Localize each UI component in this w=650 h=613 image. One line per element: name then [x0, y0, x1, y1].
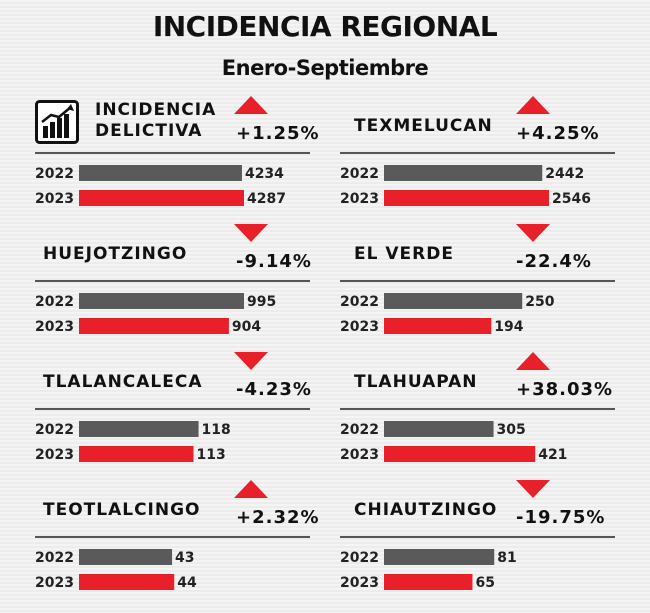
panel-tlahuapan: TLAHUAPAN +38.03% 2022 305 2023 421 — [340, 352, 615, 480]
bar-2022 — [79, 293, 244, 309]
arrow-up-icon — [234, 96, 268, 114]
bar-2022 — [384, 549, 495, 565]
bar-group: 2022 81 2023 65 — [340, 549, 517, 591]
bar-2023 — [384, 446, 536, 462]
value-label: 2546 — [552, 191, 591, 207]
bar-2022 — [79, 549, 173, 565]
value-label: 421 — [538, 447, 567, 463]
bar-2023 — [384, 574, 473, 590]
value-label: 4234 — [245, 166, 284, 182]
change-percent: -9.14% — [236, 251, 312, 272]
value-label: 305 — [497, 422, 526, 438]
divider — [340, 536, 615, 538]
divider — [340, 280, 615, 282]
year-label: 2022 — [35, 550, 74, 566]
panel-name: CHIAUTZINGO — [354, 500, 498, 520]
change-percent: -22.4% — [516, 251, 592, 272]
value-label: 43 — [175, 550, 194, 566]
bar-2022 — [384, 421, 494, 437]
panel-name: TEOTLALCINGO — [43, 500, 201, 520]
value-label: 44 — [177, 575, 197, 591]
change-percent: +1.25% — [236, 123, 320, 144]
year-label: 2022 — [340, 166, 379, 182]
divider — [35, 280, 310, 282]
value-label: 904 — [232, 319, 261, 335]
year-label: 2023 — [35, 191, 74, 207]
bar-2023 — [79, 318, 229, 334]
arrow-down-icon — [234, 352, 268, 370]
panel-incidencia-delictiva: INCIDENCIA DELICTIVA +1.25% 2022 4234 2023 42… — [35, 96, 319, 224]
value-label: 2442 — [545, 166, 584, 182]
panel-texmelucan: TEXMELUCAN +4.25% 2022 2442 2023 2546 — [340, 96, 615, 224]
value-label: 81 — [497, 550, 516, 566]
bar-chart-icon — [35, 100, 79, 144]
bar-group: 2022 4234 2023 4287 — [35, 165, 286, 207]
page-subtitle: Enero-Septiembre — [221, 56, 429, 80]
arrow-up-icon — [516, 96, 550, 114]
arrow-up-icon — [234, 480, 268, 498]
year-label: 2022 — [35, 294, 74, 310]
divider — [35, 536, 310, 538]
change-percent: +2.32% — [236, 507, 320, 528]
year-label: 2022 — [35, 422, 74, 438]
value-label: 118 — [202, 422, 231, 438]
panel-teotlalcingo: TEOTLALCINGO +2.32% 2022 43 2023 44 — [35, 480, 319, 608]
year-label: 2023 — [35, 447, 74, 463]
panel-name: EL VERDE — [354, 244, 454, 264]
value-label: 4287 — [247, 191, 286, 207]
bar-2022 — [79, 165, 242, 181]
bar-2022 — [384, 165, 543, 181]
value-label: 65 — [475, 575, 494, 591]
bar-2023 — [384, 318, 492, 334]
page-title: INCIDENCIA REGIONAL — [152, 10, 498, 43]
arrow-down-icon — [516, 480, 550, 498]
panel-name: HUEJOTZINGO — [43, 244, 188, 264]
arrow-down-icon — [516, 224, 550, 242]
change-percent: +4.25% — [516, 123, 600, 144]
panel-name: TLAHUAPAN — [354, 372, 478, 392]
year-label: 2023 — [340, 191, 379, 207]
bar-group: 2022 43 2023 44 — [35, 549, 197, 591]
divider — [35, 408, 310, 410]
bar-2023 — [79, 574, 175, 590]
bar-2023 — [79, 190, 244, 206]
arrow-up-icon — [516, 352, 550, 370]
bar-2023 — [79, 446, 194, 462]
year-label: 2022 — [340, 550, 379, 566]
bar-2022 — [384, 293, 523, 309]
value-label: 113 — [196, 447, 225, 463]
year-label: 2023 — [340, 319, 379, 335]
panel-name: TEXMELUCAN — [354, 116, 493, 136]
panel-name: INCIDENCIA DELICTIVA — [95, 100, 217, 141]
arrow-down-icon — [234, 224, 268, 242]
year-label: 2022 — [340, 294, 379, 310]
panel-chiautzingo: CHIAUTZINGO -19.75% 2022 81 2023 65 — [340, 480, 615, 608]
panel-tlalancaleca: TLALANCALECA -4.23% 2022 118 2023 113 — [35, 352, 312, 480]
bar-group: 2022 2442 2023 2546 — [340, 165, 591, 207]
value-label: 194 — [494, 319, 523, 335]
year-label: 2023 — [35, 575, 74, 591]
divider — [340, 152, 615, 154]
panel-huejotzingo: HUEJOTZINGO -9.14% 2022 995 2023 904 — [35, 224, 312, 352]
divider — [35, 152, 310, 154]
bar-group: 2022 305 2023 421 — [340, 421, 567, 463]
year-label: 2023 — [340, 575, 379, 591]
year-label: 2022 — [35, 166, 74, 182]
change-percent: +38.03% — [516, 379, 614, 400]
divider — [340, 408, 615, 410]
year-label: 2022 — [340, 422, 379, 438]
year-label: 2023 — [340, 447, 379, 463]
value-label: 995 — [247, 294, 276, 310]
bar-group: 2022 118 2023 113 — [35, 421, 231, 463]
bar-2022 — [79, 421, 199, 437]
panel-el-verde: EL VERDE -22.4% 2022 250 2023 194 — [340, 224, 615, 352]
change-percent: -4.23% — [236, 379, 312, 400]
value-label: 250 — [525, 294, 554, 310]
bar-group: 2022 995 2023 904 — [35, 293, 276, 335]
year-label: 2023 — [35, 319, 74, 335]
bar-2023 — [384, 190, 549, 206]
panel-name: TLALANCALECA — [43, 372, 203, 392]
change-percent: -19.75% — [516, 507, 606, 528]
bar-group: 2022 250 2023 194 — [340, 293, 555, 335]
